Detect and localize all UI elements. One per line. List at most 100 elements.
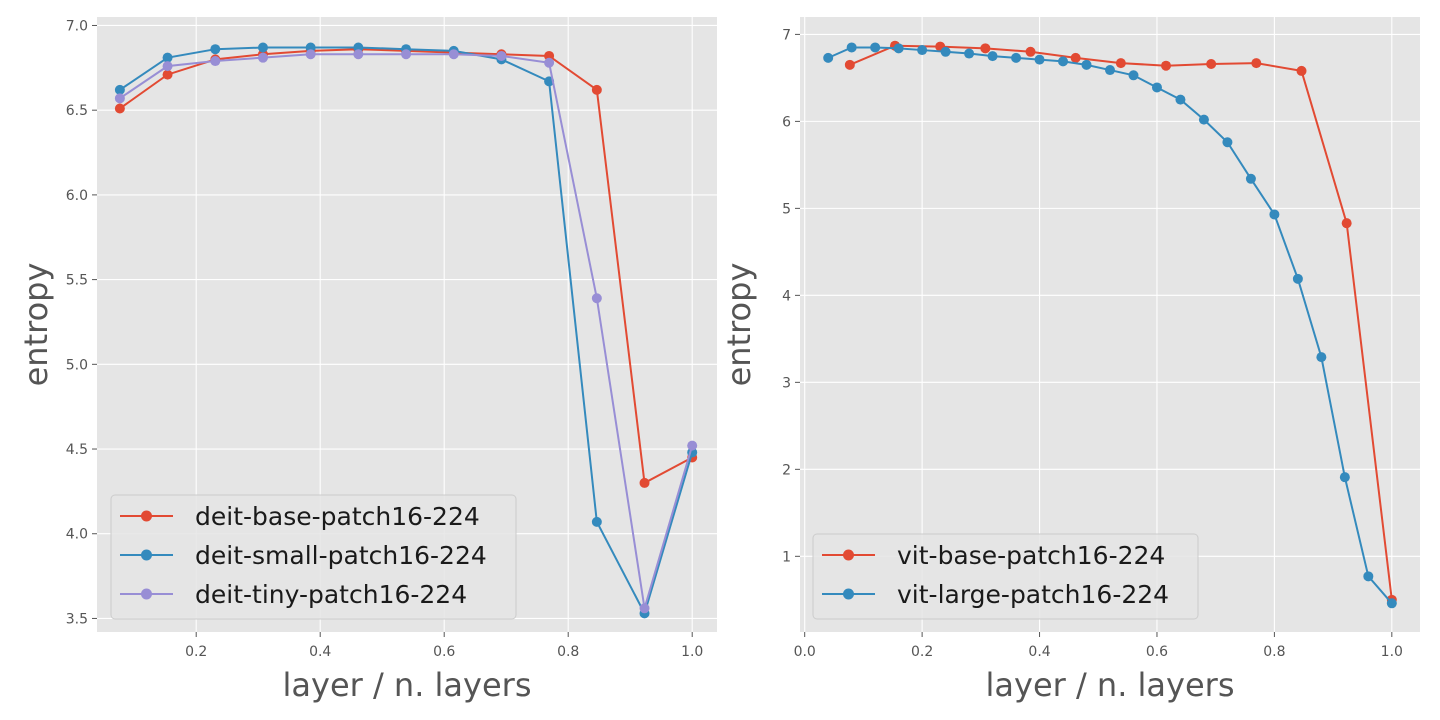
- data-point: [987, 51, 998, 62]
- y-tick-label: 4: [782, 288, 791, 304]
- x-tick-label: 0.2: [911, 644, 933, 660]
- y-tick-label: 7: [782, 27, 791, 43]
- y-tick-label: 6.5: [66, 103, 88, 119]
- data-point: [639, 477, 650, 488]
- series-deit-small-patch16-224: [114, 42, 698, 619]
- legend-swatch-marker: [141, 510, 152, 522]
- data-point: [305, 49, 316, 60]
- data-point: [870, 42, 881, 53]
- legend-swatch-marker: [141, 549, 152, 561]
- data-point: [257, 52, 268, 63]
- x-tick-label: 1.0: [681, 644, 703, 660]
- data-point: [591, 516, 602, 527]
- data-point: [1011, 52, 1022, 63]
- data-point: [114, 93, 125, 104]
- legend-swatch-marker: [843, 588, 854, 600]
- x-tick-label: 0.6: [433, 644, 455, 660]
- data-point: [1251, 58, 1262, 69]
- chart-1: 0.2 0.4 0.6 0.8 1.0 3.5 4.0 4.5 5.0 5.5 6.0 6.5 7.0 l…: [17, 17, 717, 704]
- data-point: [940, 46, 951, 57]
- data-point: [1339, 472, 1350, 483]
- data-point: [544, 57, 555, 68]
- x-tick-label: 1.0: [1381, 644, 1403, 660]
- series-vit-large-patch16-224: [823, 42, 1397, 609]
- data-point: [1034, 54, 1045, 65]
- data-point: [114, 84, 125, 95]
- data-point: [1198, 114, 1209, 125]
- data-point: [353, 49, 364, 60]
- y-tick-label: 6: [782, 114, 791, 130]
- legend-swatch-marker: [141, 588, 152, 600]
- data-point: [1070, 52, 1081, 63]
- x-axis-label: layer / n. layers: [986, 666, 1235, 704]
- x-tick-label: 0.8: [1263, 644, 1285, 660]
- y-axis-label: entropy: [17, 263, 55, 387]
- data-point: [846, 42, 857, 53]
- y-tick-label: 6.0: [66, 188, 88, 204]
- x-tick-label: 0.0: [794, 644, 816, 660]
- chart-2: 0.0 0.2 0.4 0.6 0.8 1.0 1 2 3 4 5 6 7 layer / n. laye…: [720, 17, 1420, 704]
- legend: vit-base-patch16-224 vit-large-patch16-22…: [812, 533, 1199, 620]
- x-tick-label: 0.4: [1028, 644, 1050, 660]
- x-tick-label: 0.8: [557, 644, 579, 660]
- legend-item: deit-base-patch16-224: [120, 502, 480, 531]
- data-point: [1245, 173, 1256, 184]
- x-tick-label: 0.6: [1146, 644, 1168, 660]
- legend-item: deit-small-patch16-224: [120, 541, 487, 570]
- data-point: [980, 43, 991, 54]
- data-point: [1058, 56, 1069, 67]
- legend-item: vit-large-patch16-224: [822, 580, 1169, 609]
- data-point: [1128, 70, 1139, 81]
- legend: deit-base-patch16-224 deit-small-patch16-…: [110, 494, 517, 620]
- data-point: [496, 50, 507, 61]
- data-point: [1025, 46, 1036, 57]
- data-point: [917, 45, 928, 56]
- data-point: [1341, 218, 1352, 229]
- data-point: [1151, 82, 1162, 93]
- data-point: [1161, 60, 1172, 71]
- y-tick-label: 4.5: [66, 442, 88, 458]
- data-point: [639, 603, 650, 614]
- data-point: [162, 69, 173, 80]
- data-point: [162, 61, 173, 72]
- data-point: [401, 49, 412, 60]
- legend-label: deit-small-patch16-224: [195, 541, 487, 570]
- data-point: [162, 52, 173, 63]
- data-point: [1115, 58, 1126, 69]
- data-point: [448, 49, 459, 60]
- x-axis-label: layer / n. layers: [283, 666, 532, 704]
- data-point: [1105, 65, 1115, 76]
- y-tick-label: 2: [782, 462, 791, 478]
- data-point: [1292, 273, 1303, 284]
- data-point: [1386, 598, 1397, 609]
- data-point: [1363, 571, 1374, 582]
- y-axis-label: entropy: [720, 263, 758, 387]
- data-point: [1175, 94, 1186, 105]
- legend-item: deit-tiny-patch16-224: [120, 580, 467, 609]
- data-point: [893, 43, 904, 54]
- data-point: [591, 84, 602, 95]
- y-tick-label: 7.0: [66, 18, 88, 34]
- legend-box: [812, 533, 1199, 620]
- legend-label: vit-base-patch16-224: [897, 541, 1165, 570]
- data-point: [1269, 209, 1280, 220]
- data-point: [1296, 65, 1307, 76]
- data-point: [1222, 137, 1233, 148]
- x-tick-label: 0.2: [185, 644, 207, 660]
- data-point: [591, 293, 602, 304]
- data-point: [1081, 59, 1092, 70]
- data-point: [257, 42, 268, 53]
- y-tick-label: 5: [782, 201, 791, 217]
- legend-label: deit-tiny-patch16-224: [195, 580, 467, 609]
- legend-item: vit-base-patch16-224: [822, 541, 1165, 570]
- legend-box: [110, 494, 517, 620]
- data-point: [210, 44, 221, 55]
- series-deit-tiny-patch16-224: [114, 49, 698, 614]
- y-tick-label: 3: [782, 375, 791, 391]
- y-tick-label: 5.5: [66, 273, 88, 289]
- data-point: [1316, 352, 1327, 363]
- legend-swatch-marker: [843, 549, 854, 561]
- data-point: [823, 52, 834, 63]
- y-tick-label: 4.0: [66, 527, 88, 543]
